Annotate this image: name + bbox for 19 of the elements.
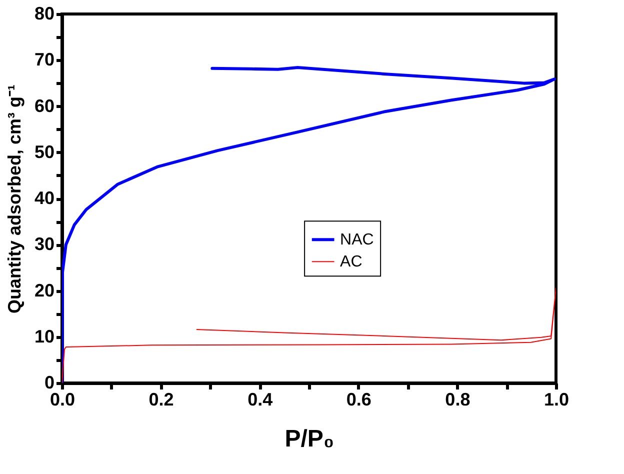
x-tick-label: 0.2 <box>148 390 174 410</box>
legend-label: NAC <box>340 232 374 249</box>
x-tick-label: 0.6 <box>346 390 372 410</box>
x-tick-label: 0.8 <box>445 390 470 410</box>
y-tick-label: 10 <box>34 326 54 346</box>
y-tick-label: 60 <box>34 96 54 116</box>
y-tick-label: 0 <box>44 372 54 392</box>
x-tick-label: 0.0 <box>50 390 76 410</box>
legend-label: AC <box>340 254 362 271</box>
y-tick-label: 50 <box>34 142 54 162</box>
x-axis-title: P/P₀ <box>284 426 334 452</box>
x-tick-label: 1.0 <box>544 390 570 410</box>
y-tick-label: 80 <box>34 4 54 24</box>
y-tick-label: 20 <box>34 280 54 300</box>
y-tick-label: 70 <box>34 50 54 70</box>
y-tick-label: 30 <box>34 234 54 254</box>
x-tick-label: 0.4 <box>248 390 273 410</box>
y-tick-label: 40 <box>34 188 54 208</box>
y-axis-title: Quantity adsorbed, cm³ g⁻¹ <box>4 84 24 314</box>
